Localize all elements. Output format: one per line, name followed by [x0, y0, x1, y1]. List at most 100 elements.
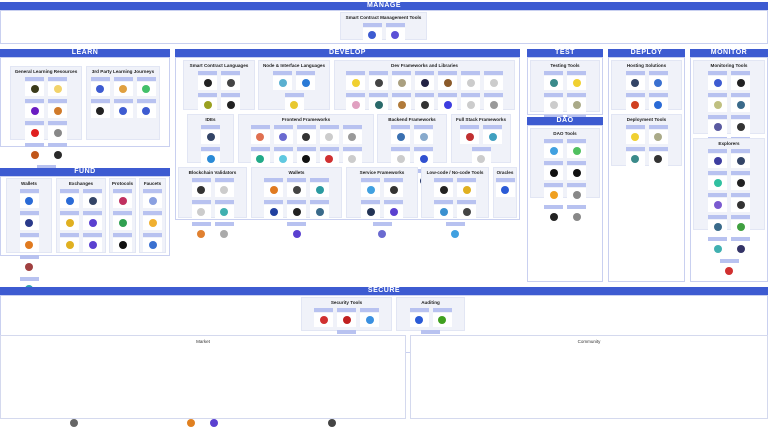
tool-tile[interactable]: [264, 178, 283, 197]
tool-tile[interactable]: [445, 222, 465, 241]
tool-tile[interactable]: [83, 189, 102, 208]
tool-tile[interactable]: [414, 147, 433, 166]
tool-tile[interactable]: [415, 93, 434, 112]
tool-tile[interactable]: [567, 71, 586, 90]
tool-tile[interactable]: [544, 93, 563, 112]
tool-tile[interactable]: [310, 178, 329, 197]
tool-tile[interactable]: [113, 189, 132, 208]
tool-tile[interactable]: [264, 200, 283, 219]
tool-tile[interactable]: [471, 147, 491, 166]
tool-tile[interactable]: [198, 93, 217, 112]
tool-tile[interactable]: [625, 125, 645, 144]
tool-tile[interactable]: [25, 143, 44, 162]
tool-tile[interactable]: [731, 215, 750, 234]
tool-tile[interactable]: [60, 233, 79, 252]
tool-tile[interactable]: [342, 125, 362, 144]
tool-tile[interactable]: [625, 71, 645, 90]
tool-tile[interactable]: [438, 71, 457, 90]
tool-tile[interactable]: [708, 215, 727, 234]
tool-tile[interactable]: [201, 147, 220, 166]
tool-tile[interactable]: [113, 99, 133, 118]
tool-tile[interactable]: [483, 125, 502, 144]
tool-tile[interactable]: [113, 211, 132, 230]
tool-tile[interactable]: [273, 71, 292, 90]
tool-tile[interactable]: [361, 178, 380, 197]
tool-tile[interactable]: [648, 147, 668, 166]
tool-tile[interactable]: [384, 200, 403, 219]
tool-tile[interactable]: [191, 200, 211, 219]
tool-tile[interactable]: [708, 171, 727, 190]
tool-tile[interactable]: [392, 93, 411, 112]
tool-tile[interactable]: [221, 93, 240, 112]
tool-tile[interactable]: [25, 77, 44, 96]
tool-tile[interactable]: [648, 93, 668, 112]
tool-tile[interactable]: [296, 147, 316, 166]
tool-tile[interactable]: [296, 125, 316, 144]
tool-tile[interactable]: [457, 178, 476, 197]
tool-tile[interactable]: [567, 93, 586, 112]
tool-tile[interactable]: [273, 147, 293, 166]
tool-tile[interactable]: [319, 125, 339, 144]
tool-tile[interactable]: [19, 189, 39, 208]
tool-tile[interactable]: [648, 71, 668, 90]
tool-tile[interactable]: [461, 93, 480, 112]
tool-tile[interactable]: [214, 222, 234, 241]
tool-tile[interactable]: [544, 183, 563, 202]
tool-tile[interactable]: [143, 211, 162, 230]
tool-tile[interactable]: [83, 211, 102, 230]
tool-tile[interactable]: [567, 139, 586, 158]
tool-tile[interactable]: [221, 71, 240, 90]
tool-tile[interactable]: [567, 205, 586, 224]
tool-tile[interactable]: [708, 71, 727, 90]
tool-tile[interactable]: [719, 259, 739, 278]
tool-tile[interactable]: [434, 178, 453, 197]
tool-tile[interactable]: [191, 222, 211, 241]
tool-tile[interactable]: [287, 178, 306, 197]
tool-tile[interactable]: [362, 23, 382, 42]
tool-tile[interactable]: [434, 200, 453, 219]
tool-tile[interactable]: [48, 99, 67, 118]
tool-tile[interactable]: [19, 255, 39, 274]
tool-tile[interactable]: [90, 99, 110, 118]
tool-tile[interactable]: [392, 71, 411, 90]
tool-tile[interactable]: [287, 222, 306, 241]
tool-tile[interactable]: [731, 171, 750, 190]
tool-tile[interactable]: [250, 147, 270, 166]
tool-tile[interactable]: [625, 93, 645, 112]
tool-tile[interactable]: [708, 149, 727, 168]
tool-tile[interactable]: [438, 93, 457, 112]
tool-tile[interactable]: [409, 308, 429, 327]
tool-tile[interactable]: [708, 115, 727, 134]
tool-tile[interactable]: [484, 93, 503, 112]
tool-tile[interactable]: [731, 149, 750, 168]
tool-tile[interactable]: [19, 233, 39, 252]
tool-tile[interactable]: [544, 205, 563, 224]
tool-tile[interactable]: [198, 71, 217, 90]
tool-tile[interactable]: [143, 189, 162, 208]
tool-tile[interactable]: [731, 115, 750, 134]
tool-tile[interactable]: [310, 200, 329, 219]
tool-tile[interactable]: [201, 125, 220, 144]
tool-tile[interactable]: [113, 77, 133, 96]
tool-tile[interactable]: [360, 308, 379, 327]
tool-tile[interactable]: [113, 233, 132, 252]
tool-tile[interactable]: [461, 71, 480, 90]
tool-tile[interactable]: [314, 308, 333, 327]
tool-tile[interactable]: [342, 147, 362, 166]
tool-tile[interactable]: [544, 71, 563, 90]
tool-tile[interactable]: [287, 200, 306, 219]
tool-tile[interactable]: [361, 200, 380, 219]
tool-tile[interactable]: [731, 71, 750, 90]
tool-tile[interactable]: [319, 147, 339, 166]
tool-tile[interactable]: [369, 93, 388, 112]
tool-tile[interactable]: [136, 99, 156, 118]
tool-tile[interactable]: [143, 233, 162, 252]
tool-tile[interactable]: [484, 71, 503, 90]
tool-tile[interactable]: [731, 93, 750, 112]
tool-tile[interactable]: [250, 125, 270, 144]
tool-tile[interactable]: [296, 71, 315, 90]
tool-tile[interactable]: [415, 71, 434, 90]
tool-tile[interactable]: [48, 121, 67, 140]
tool-tile[interactable]: [544, 161, 563, 180]
tool-tile[interactable]: [731, 237, 750, 256]
